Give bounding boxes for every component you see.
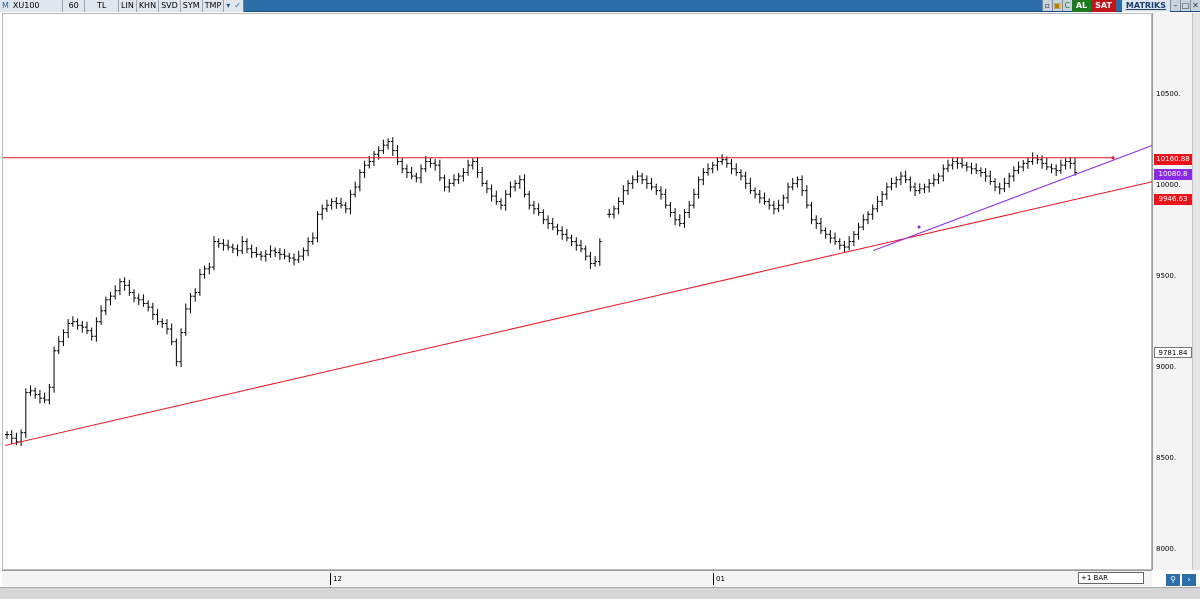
minimize-icon[interactable]: – (1170, 0, 1180, 11)
scroll-right-icon[interactable]: › (1182, 574, 1196, 586)
resistance-anchor (1111, 156, 1115, 160)
brand-logo: MATRIKS (1121, 0, 1170, 12)
period-field[interactable]: 60 (63, 0, 86, 12)
minor-trendline (872, 144, 1153, 252)
bar-shift-field[interactable]: +1 BAR (1078, 572, 1144, 584)
y-tick-label: 8500. (1156, 454, 1177, 462)
sym-button[interactable]: SYM (181, 0, 203, 12)
y-tick-label: 10000. (1156, 181, 1181, 189)
cursor-price-box: 9781.84 (1154, 347, 1192, 358)
price-chart-canvas[interactable] (3, 14, 1153, 571)
support-trendline (4, 181, 1153, 446)
khn-button[interactable]: KHN (137, 0, 160, 12)
svd-button[interactable]: SVD (159, 0, 181, 12)
checkmark-icon[interactable]: ✓ (234, 1, 241, 10)
corner-controls: ⚲ › (1166, 574, 1196, 586)
buy-button[interactable]: AL (1071, 0, 1092, 12)
trendline-price-tag: 9946.63 (1154, 194, 1192, 205)
symbol-field[interactable]: XU100 (11, 0, 63, 12)
price-scale[interactable]: 10500. 10000. 9500. 9000. 8500. 8000. 10… (1152, 13, 1200, 570)
y-tick-label: 9000. (1156, 363, 1177, 371)
menu-icon[interactable]: M (2, 1, 9, 10)
tmp-button[interactable]: TMP (203, 0, 225, 12)
y-tick-label: 8000. (1156, 545, 1177, 553)
lock-icon[interactable]: ▣ (1051, 0, 1062, 11)
chart-toolbar: M XU100 60 TL LIN KHN SVD SYM TMP ▾ ✓ ▫ … (0, 0, 1200, 12)
x-tick-label: 12 (330, 573, 342, 585)
refresh-icon[interactable]: C (1061, 0, 1072, 11)
y-tick-label: 9500. (1156, 272, 1177, 280)
sell-button[interactable]: SAT (1091, 0, 1116, 12)
close-icon[interactable]: ✕ (1190, 0, 1200, 11)
y-tick-label: 10500. (1156, 90, 1181, 98)
maximize-icon[interactable]: □ (1180, 0, 1190, 11)
currency-field[interactable]: TL (85, 0, 119, 12)
trend-anchor (917, 225, 921, 229)
toolbar-right-group: ▫ ▣ C AL SAT MATRIKS – □ ✕ (1041, 0, 1200, 12)
time-axis[interactable]: 12 01 +1 BAR (2, 570, 1152, 586)
window-icon[interactable]: ▫ (1041, 0, 1052, 11)
current-price-tag: 10080.8 (1154, 169, 1192, 180)
zoom-icon[interactable]: ⚲ (1166, 574, 1180, 586)
toolbar-left-group: M XU100 60 TL LIN KHN SVD SYM TMP ▾ ✓ (0, 0, 244, 12)
linear-button[interactable]: LIN (119, 0, 137, 12)
vertical-scrollbar[interactable] (1192, 13, 1200, 570)
x-tick-label: 01 (713, 573, 725, 585)
dropdown-icon[interactable]: ▾ (226, 1, 231, 10)
status-bar (0, 587, 1200, 599)
resistance-price-tag: 10160.88 (1154, 154, 1192, 165)
price-chart[interactable] (2, 13, 1153, 571)
